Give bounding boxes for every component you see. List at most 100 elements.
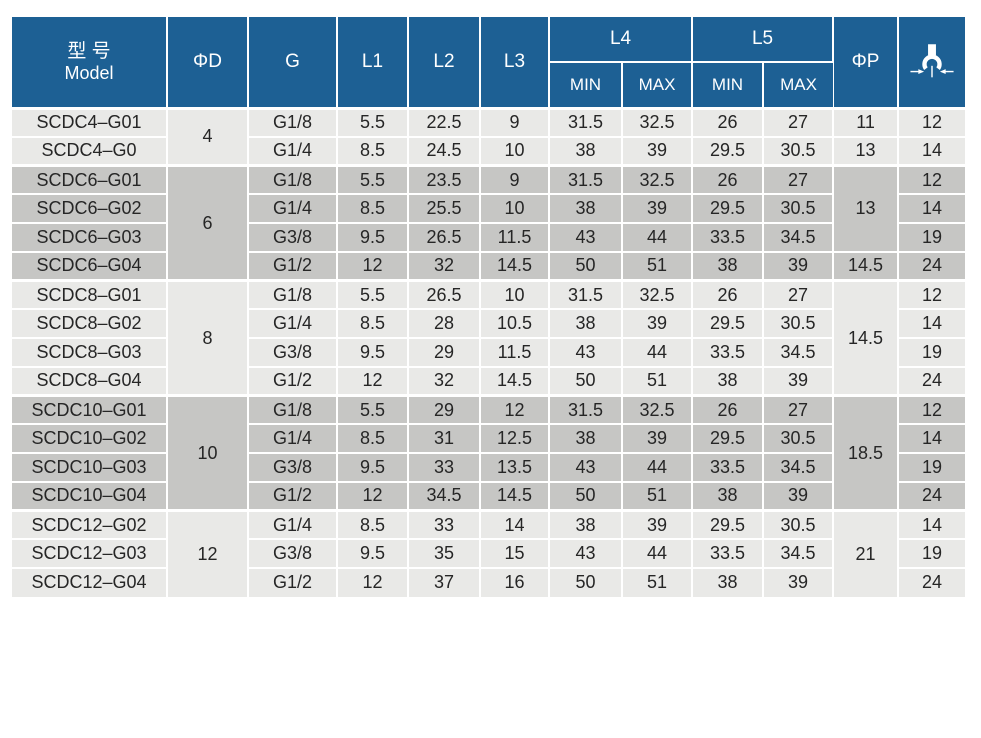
- col-header-l5-max: MAX: [763, 62, 834, 108]
- cell-wrench-size: 19: [898, 452, 966, 482]
- cell-l5-min: 29.5: [692, 308, 765, 338]
- col-header-l2: L2: [408, 17, 481, 108]
- cell-l2: 25.5: [408, 193, 481, 223]
- cell-l4-max: 51: [622, 567, 694, 597]
- cell-l2: 28: [408, 308, 481, 338]
- cell-l5-max: 34.5: [763, 222, 835, 252]
- cell-phi-p: 11: [833, 106, 900, 137]
- cell-wrench-size: 12: [898, 279, 966, 310]
- cell-l4-max: 39: [622, 308, 694, 338]
- cell-phi-d: 4: [167, 106, 249, 166]
- table-row: SCDC6–G04 G1/2 12 32 14.5 50 51 38 39 14.5 24: [12, 250, 966, 281]
- cell-l4-max: 51: [622, 365, 694, 396]
- col-header-wrench-size: [898, 17, 966, 108]
- cell-phi-d: 6: [167, 164, 249, 281]
- cell-l5-max: 30.5: [763, 135, 835, 166]
- cell-l3: 10: [480, 135, 550, 166]
- cell-model: SCDC8–G03: [12, 337, 168, 367]
- col-header-phi-p: ΦP: [833, 17, 900, 108]
- cell-g: G1/4: [248, 423, 338, 453]
- cell-l4-min: 50: [549, 250, 623, 281]
- cell-l5-max: 34.5: [763, 452, 835, 482]
- cell-l4-max: 39: [622, 193, 694, 223]
- cell-g: G1/2: [248, 480, 338, 511]
- cell-l1: 9.5: [337, 452, 409, 482]
- cell-g: G1/2: [248, 250, 338, 281]
- cell-l1: 9.5: [337, 538, 409, 568]
- col-header-l4: L4: [549, 17, 694, 63]
- cell-l2: 26.5: [408, 222, 481, 252]
- cell-phi-p: 21: [833, 508, 900, 597]
- cell-model: SCDC6–G04: [12, 250, 168, 281]
- cell-l5-min: 26: [692, 279, 765, 310]
- table-row: SCDC6–G03 G3/8 9.5 26.5 11.5 43 44 33.5 34.5 19: [12, 222, 966, 252]
- cell-l3: 14.5: [480, 365, 550, 396]
- cell-l3: 14.5: [480, 480, 550, 511]
- cell-l1: 12: [337, 250, 409, 281]
- cell-wrench-size: 12: [898, 106, 966, 137]
- cell-l2: 26.5: [408, 279, 481, 310]
- cell-phi-p: 13: [833, 135, 900, 166]
- model-header-zh: 型 号: [67, 40, 111, 62]
- cell-g: G1/4: [248, 509, 338, 540]
- cell-l1: 12: [337, 567, 409, 597]
- cell-l2: 32: [408, 365, 481, 396]
- cell-l4-max: 32.5: [622, 279, 694, 310]
- cell-l5-min: 33.5: [692, 337, 765, 367]
- cell-l3: 15: [480, 538, 550, 568]
- cell-l4-max: 44: [622, 337, 694, 367]
- cell-l4-min: 31.5: [549, 106, 623, 137]
- cell-g: G1/8: [248, 164, 338, 195]
- cell-l5-min: 33.5: [692, 222, 765, 252]
- cell-l5-max: 39: [763, 567, 835, 597]
- cell-l4-max: 44: [622, 452, 694, 482]
- cell-l5-min: 38: [692, 250, 765, 281]
- cell-g: G1/8: [248, 394, 338, 425]
- cell-g: G3/8: [248, 452, 338, 482]
- cell-l2: 33: [408, 452, 481, 482]
- cell-l5-max: 30.5: [763, 423, 835, 453]
- cell-model: SCDC12–G02: [12, 509, 168, 540]
- cell-l3: 12.5: [480, 423, 550, 453]
- table-row: SCDC12–G04 G1/2 12 37 16 50 51 38 39 24: [12, 567, 966, 597]
- cell-l2: 34.5: [408, 480, 481, 511]
- table-row: SCDC10–G04 G1/2 12 34.5 14.5 50 51 38 39 24: [12, 480, 966, 511]
- cell-wrench-size: 19: [898, 538, 966, 568]
- cell-l2: 23.5: [408, 164, 481, 195]
- cell-l5-min: 38: [692, 567, 765, 597]
- cell-wrench-size: 14: [898, 308, 966, 338]
- cell-l5-max: 39: [763, 250, 835, 281]
- cell-l4-min: 50: [549, 480, 623, 511]
- cell-l3: 14: [480, 509, 550, 540]
- cell-model: SCDC6–G02: [12, 193, 168, 223]
- table-row: SCDC6–G01 6 G1/8 5.5 23.5 9 31.5 32.5 26 27 13 12: [12, 163, 966, 281]
- cell-l2: 29: [408, 337, 481, 367]
- cell-wrench-size: 24: [898, 480, 966, 511]
- cell-wrench-size: 12: [898, 394, 966, 425]
- cell-model: SCDC8–G01: [12, 279, 168, 310]
- cell-l3: 10: [480, 193, 550, 223]
- table-row: SCDC8–G03 G3/8 9.5 29 11.5 43 44 33.5 34.5 19: [12, 337, 966, 367]
- cell-l3: 12: [480, 394, 550, 425]
- cell-g: G1/8: [248, 106, 338, 137]
- cell-l5-min: 29.5: [692, 193, 765, 223]
- cell-l1: 8.5: [337, 509, 409, 540]
- header-row-main: 型 号 Model ΦD G L1 L2 L3 L4 L5 ΦP: [12, 17, 966, 108]
- cell-l5-max: 30.5: [763, 193, 835, 223]
- cell-l5-min: 38: [692, 480, 765, 511]
- cell-l3: 9: [480, 106, 550, 137]
- col-header-l5-min: MIN: [692, 62, 765, 108]
- cell-wrench-size: 14: [898, 193, 966, 223]
- cell-l3: 16: [480, 567, 550, 597]
- cell-wrench-size: 14: [898, 135, 966, 166]
- cell-l2: 29: [408, 394, 481, 425]
- cell-l1: 5.5: [337, 106, 409, 137]
- cell-l1: 12: [337, 365, 409, 396]
- table-row: SCDC10–G03 G3/8 9.5 33 13.5 43 44 33.5 34.5 19: [12, 452, 966, 482]
- table-row: SCDC6–G02 G1/4 8.5 25.5 10 38 39 29.5 30.5 14: [12, 193, 966, 223]
- table-row: SCDC12–G02 12 G1/4 8.5 33 14 38 39 29.5 30.5 21 14: [12, 508, 966, 597]
- cell-l4-min: 31.5: [549, 164, 623, 195]
- cell-l4-min: 38: [549, 308, 623, 338]
- cell-l4-min: 50: [549, 365, 623, 396]
- table-row: SCDC4–G01 4 G1/8 5.5 22.5 9 31.5 32.5 26 27 11 12: [12, 106, 966, 166]
